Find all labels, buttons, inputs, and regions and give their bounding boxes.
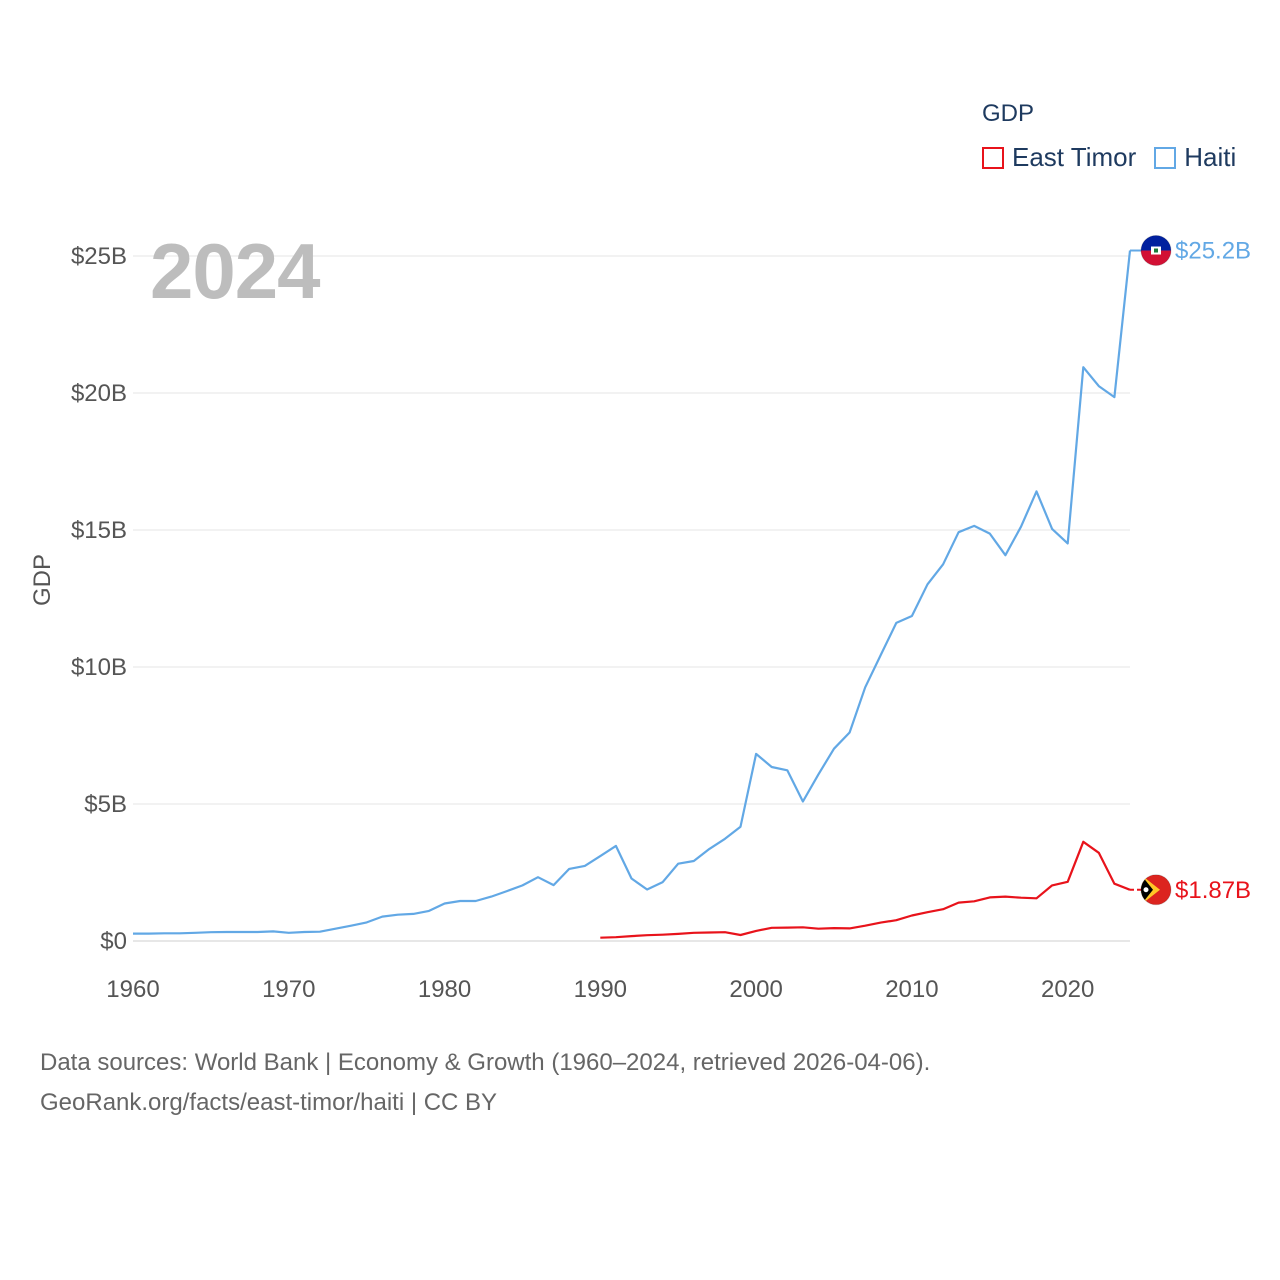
y-tick-label: $10B: [71, 654, 127, 681]
x-tick-label: 2020: [1041, 976, 1094, 1003]
y-tick-label: $5B: [84, 791, 127, 818]
legend-swatch-haiti: [1154, 146, 1177, 169]
data-source-note: Data sources: World Bank | Economy & Gro…: [40, 1043, 930, 1123]
series-line-east-timor: [600, 840, 1131, 939]
x-tick-label: 1960: [106, 976, 159, 1003]
x-tick-label: 1980: [418, 976, 471, 1003]
source-line-2: GeoRank.org/facts/east-timor/haiti | CC …: [40, 1089, 498, 1116]
series-end-markers: $25.2B $1.87B: [1130, 235, 1251, 906]
end-value-label-east-timor: $1.87B: [1175, 877, 1251, 904]
x-tick-label: 1990: [574, 976, 627, 1003]
y-tick-label: $0: [100, 928, 127, 955]
series-line-haiti: [133, 250, 1132, 935]
y-tick-label: $20B: [71, 380, 127, 407]
data-series: [133, 250, 1132, 939]
legend-label-east-timor: East Timor: [1012, 142, 1137, 172]
legend-title: GDP: [982, 100, 1035, 127]
grid-lines: [133, 255, 1130, 942]
y-axis-tick-labels: $0 $5B $10B $15B $20B $25B: [71, 243, 127, 955]
y-tick-label: $25B: [71, 243, 127, 270]
end-value-label-haiti: $25.2B: [1175, 238, 1251, 265]
legend: East Timor Haiti: [982, 142, 1254, 173]
legend-label-haiti: Haiti: [1184, 142, 1237, 172]
x-tick-label: 2000: [729, 976, 782, 1003]
x-tick-label: 2010: [885, 976, 938, 1003]
source-line-1: Data sources: World Bank | Economy & Gro…: [40, 1049, 931, 1076]
legend-swatch-east-timor: [982, 146, 1004, 169]
flag-icon-east-timor: [1140, 874, 1172, 906]
x-tick-label: 1970: [262, 976, 315, 1003]
flag-icon-haiti: [1140, 235, 1172, 267]
current-year-label: 2024: [150, 227, 321, 315]
y-tick-label: $15B: [71, 517, 127, 544]
x-axis-tick-labels: 1960 1970 1980 1990 2000 2010 2020: [106, 976, 1094, 1003]
y-axis-title: GDP: [29, 554, 56, 606]
legend-item-haiti[interactable]: Haiti: [1154, 142, 1236, 173]
legend-item-east-timor[interactable]: East Timor: [982, 142, 1136, 173]
